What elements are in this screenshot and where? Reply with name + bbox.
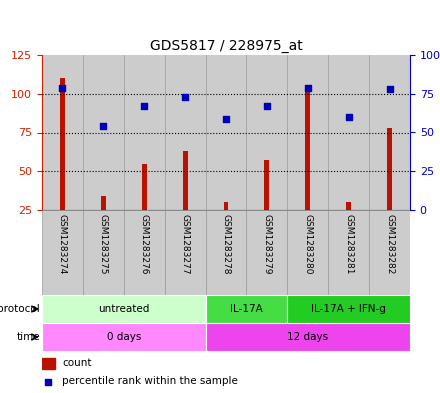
Bar [346,202,351,210]
Point [304,84,311,91]
Text: IL-17A + IFN-g: IL-17A + IFN-g [311,304,386,314]
Bar [42,358,55,369]
Bar [224,202,228,210]
Point [59,84,66,91]
Text: 12 days: 12 days [287,332,328,342]
Point [45,378,52,385]
Bar [142,163,147,210]
Bar [183,151,187,210]
Text: percentile rank within the sample: percentile rank within the sample [62,376,238,386]
Text: protocol: protocol [0,304,40,314]
Point [100,123,107,129]
Text: GSM1283279: GSM1283279 [262,214,271,275]
Bar [246,55,287,210]
Bar [124,55,165,210]
Point [223,116,230,122]
Bar [369,210,410,295]
Point [141,103,148,109]
Text: GSM1283277: GSM1283277 [180,214,190,275]
Bar [42,323,205,351]
Text: GSM1283275: GSM1283275 [99,214,108,275]
Bar [287,210,328,295]
Text: GSM1283280: GSM1283280 [303,214,312,275]
Bar [264,160,269,210]
Bar [42,55,83,210]
Bar [83,210,124,295]
Text: count: count [62,358,92,368]
Text: untreated: untreated [98,304,150,314]
Bar [124,210,165,295]
Bar [287,295,410,323]
Bar [42,295,205,323]
Bar [83,55,124,210]
Text: GSM1283281: GSM1283281 [344,214,353,275]
Point [182,94,189,100]
Bar [328,55,369,210]
Text: GSM1283282: GSM1283282 [385,214,394,275]
Bar [101,196,106,210]
Bar [205,55,246,210]
Text: IL-17A: IL-17A [230,304,263,314]
Bar [60,78,65,210]
Bar [328,210,369,295]
Bar [42,210,83,295]
Text: GSM1283276: GSM1283276 [140,214,149,275]
Bar [165,55,205,210]
Bar [305,86,310,210]
Text: GSM1283278: GSM1283278 [221,214,231,275]
Bar [369,55,410,210]
Bar [387,128,392,210]
Text: 0 days: 0 days [106,332,141,342]
Title: GDS5817 / 228975_at: GDS5817 / 228975_at [150,39,302,53]
Bar [287,55,328,210]
Bar [205,295,287,323]
Bar [205,323,410,351]
Text: GSM1283274: GSM1283274 [58,214,67,275]
Bar [205,210,246,295]
Bar [246,210,287,295]
Point [264,103,271,109]
Text: time: time [16,332,40,342]
Point [345,114,352,120]
Bar [165,210,205,295]
Point [386,86,393,92]
